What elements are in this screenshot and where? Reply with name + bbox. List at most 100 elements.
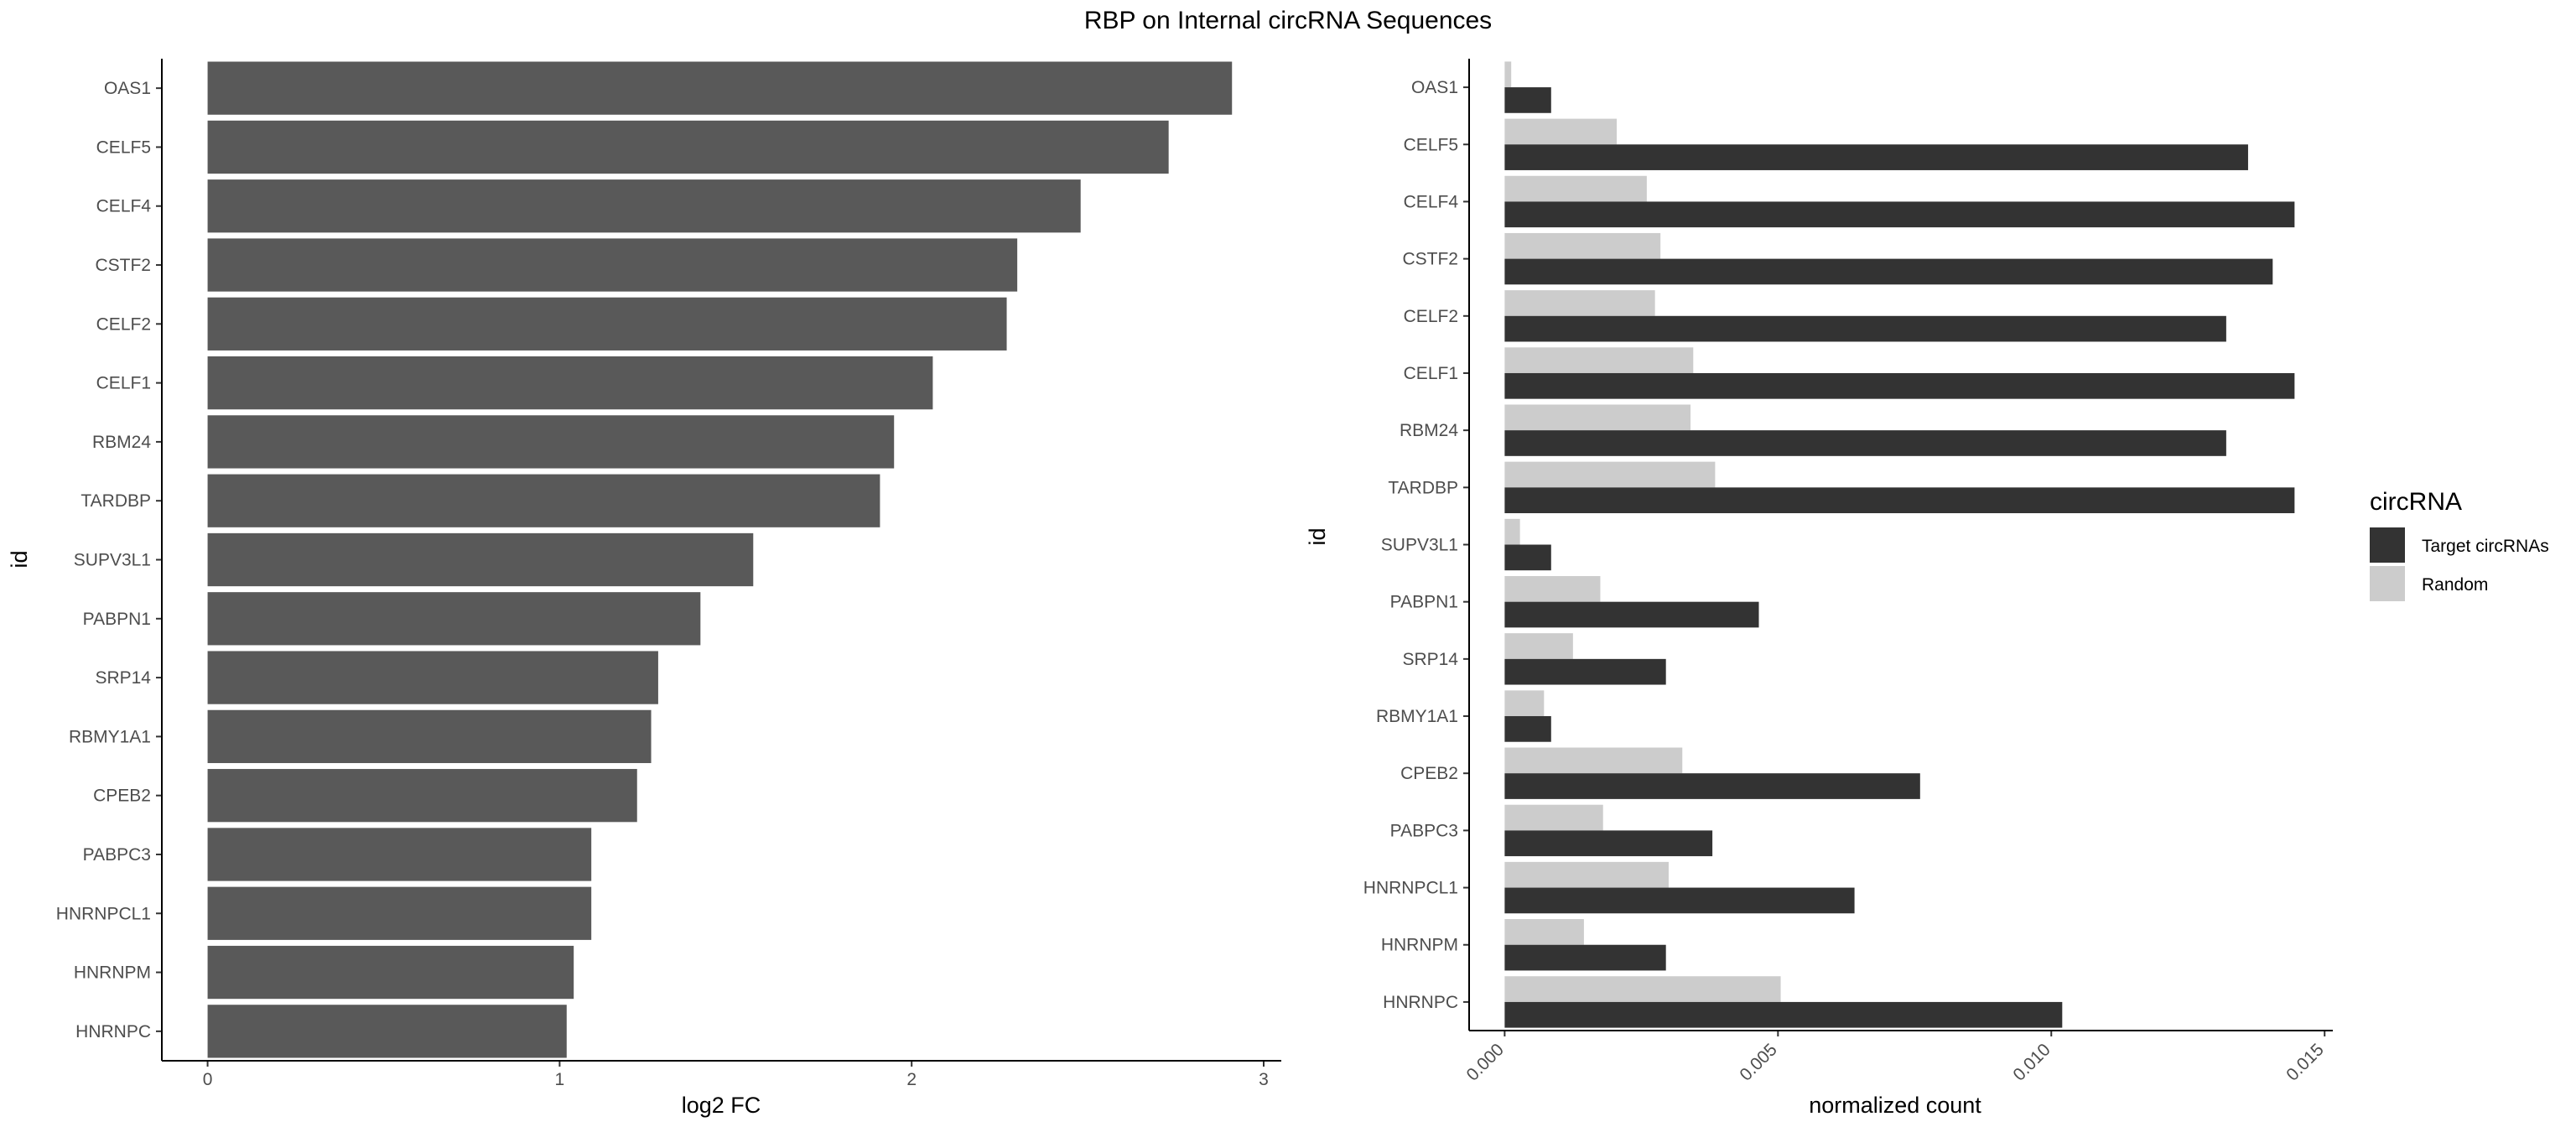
bar-random-srp14 — [1504, 633, 1573, 659]
bar-hnrnpcl1 — [207, 886, 592, 940]
figure-title: RBP on Internal circRNA Sequences — [1084, 7, 1492, 34]
y-tick-label-srp14: SRP14 — [95, 668, 151, 688]
bar-random-cpeb2 — [1504, 747, 1683, 774]
x-tick-label: 0.010 — [2009, 1040, 2054, 1084]
left-x-axis-title: log2 FC — [682, 1093, 761, 1118]
bar-target-celf5 — [1504, 144, 2248, 170]
y-tick-label-cpeb2: CPEB2 — [93, 787, 151, 806]
right-panel: OAS1 CELF5 CELF4 CSTF2 CELF2 CELF1 RBM24 TARDBP… — [1305, 59, 2333, 1118]
legend: circRNA Target circRNAs Random — [2370, 488, 2549, 601]
bar-target-celf1 — [1504, 372, 2295, 399]
bar-random-hnrnpm — [1504, 919, 1584, 945]
bar-target-cpeb2 — [1504, 773, 1920, 799]
legend-label-random: Random — [2422, 575, 2488, 595]
bar-oas1 — [207, 61, 1233, 115]
y-tick-label-hnrnpm: HNRNPM — [74, 963, 151, 983]
y-tick-label-celf1: CELF1 — [1404, 364, 1458, 383]
legend-label-target: Target circRNAs — [2422, 537, 2549, 556]
y-tick-label-supv3l1: SUPV3L1 — [74, 551, 151, 570]
y-tick-label-cstf2: CSTF2 — [1402, 250, 1458, 269]
left-panel: OAS1 CELF5 CELF4 CSTF2 CELF2 CELF1 RBM24 TARDBP… — [7, 59, 1281, 1118]
bar-rbmy1a1 — [207, 709, 652, 764]
y-tick-label-rbm24: RBM24 — [92, 433, 151, 452]
y-tick-label-celf1: CELF1 — [96, 374, 151, 393]
y-tick-label-celf5: CELF5 — [1404, 135, 1458, 154]
bar-target-rbmy1a1 — [1504, 716, 1551, 742]
bar-target-hnrnpm — [1504, 944, 1666, 971]
bar-random-oas1 — [1504, 61, 1512, 88]
left-y-ticks: OAS1 CELF5 CELF4 CSTF2 CELF2 CELF1 RBM24 TARDBP… — [56, 79, 162, 1041]
right-bars — [1504, 61, 2295, 1028]
left-x-ticks: 0 1 2 3 — [203, 1061, 1269, 1089]
bar-random-pabpn1 — [1504, 575, 1601, 602]
bar-random-tardbp — [1504, 461, 1716, 488]
bar-random-rbmy1a1 — [1504, 690, 1545, 717]
y-tick-label-hnrnpc: HNRNPC — [75, 1022, 151, 1041]
left-bars — [207, 61, 1233, 1058]
y-tick-label-pabpn1: PABPN1 — [83, 610, 151, 629]
y-tick-label-oas1: OAS1 — [1411, 78, 1458, 97]
bar-supv3l1 — [207, 532, 754, 587]
bar-random-supv3l1 — [1504, 518, 1520, 545]
bar-target-srp14 — [1504, 658, 1666, 685]
y-tick-label-rbmy1a1: RBMY1A1 — [69, 727, 151, 746]
bar-target-pabpc3 — [1504, 830, 1713, 857]
bar-target-hnrnpcl1 — [1504, 887, 1855, 914]
x-tick-label: 3 — [1259, 1070, 1269, 1089]
x-tick-label: 0 — [203, 1070, 213, 1089]
bar-hnrnpc — [207, 1005, 567, 1058]
bar-srp14 — [207, 651, 658, 704]
right-y-axis-title: id — [1305, 527, 1330, 545]
bar-cstf2 — [207, 238, 1018, 292]
bar-celf2 — [207, 297, 1007, 351]
bar-tardbp — [207, 474, 880, 527]
y-tick-label-pabpn1: PABPN1 — [1390, 593, 1458, 612]
bar-target-tardbp — [1504, 487, 2295, 514]
y-tick-label-hnrnpcl1: HNRNPCL1 — [56, 904, 151, 923]
y-tick-label-celf2: CELF2 — [96, 314, 151, 334]
y-tick-label-celf5: CELF5 — [96, 138, 151, 157]
y-tick-label-srp14: SRP14 — [1402, 650, 1458, 669]
y-tick-label-oas1: OAS1 — [104, 79, 151, 98]
x-tick-label: 0.000 — [1462, 1040, 1507, 1084]
legend-title: circRNA — [2370, 488, 2462, 516]
y-tick-label-cpeb2: CPEB2 — [1400, 764, 1458, 783]
y-tick-label-pabpc3: PABPC3 — [83, 845, 151, 865]
bar-target-celf2 — [1504, 315, 2226, 342]
x-tick-label: 0.015 — [2283, 1040, 2327, 1084]
bar-target-cstf2 — [1504, 258, 2273, 285]
y-tick-label-pabpc3: PABPC3 — [1390, 821, 1458, 840]
bar-target-hnrnpc — [1504, 1001, 2063, 1028]
x-tick-label: 0.005 — [1736, 1040, 1780, 1084]
bar-pabpn1 — [207, 592, 701, 646]
bar-random-celf5 — [1504, 118, 1618, 145]
x-tick-label: 2 — [906, 1070, 917, 1089]
right-x-ticks: 0.000 0.005 0.010 0.015 — [1462, 1031, 2328, 1085]
y-tick-label-celf2: CELF2 — [1404, 307, 1458, 326]
y-tick-label-rbmy1a1: RBMY1A1 — [1376, 707, 1458, 726]
bar-random-hnrnpcl1 — [1504, 861, 1669, 888]
bar-target-oas1 — [1504, 87, 1551, 113]
bar-rbm24 — [207, 415, 895, 469]
bar-celf5 — [207, 120, 1169, 174]
bar-random-rbm24 — [1504, 404, 1691, 431]
bar-celf1 — [207, 356, 933, 410]
y-tick-label-cstf2: CSTF2 — [95, 256, 151, 275]
bar-target-supv3l1 — [1504, 544, 1551, 571]
bar-pabpc3 — [207, 828, 592, 881]
y-tick-label-supv3l1: SUPV3L1 — [1381, 536, 1458, 555]
bar-target-pabpn1 — [1504, 601, 1759, 628]
x-tick-label: 1 — [555, 1070, 565, 1089]
y-tick-label-celf4: CELF4 — [1404, 192, 1459, 211]
y-tick-label-hnrnpm: HNRNPM — [1381, 936, 1458, 955]
y-tick-label-celf4: CELF4 — [96, 197, 152, 216]
bar-random-celf4 — [1504, 175, 1647, 202]
y-tick-label-hnrnpcl1: HNRNPCL1 — [1363, 879, 1458, 898]
bar-random-celf1 — [1504, 347, 1694, 373]
y-tick-label-hnrnpc: HNRNPC — [1383, 993, 1458, 1012]
legend-key-random — [2370, 566, 2405, 601]
bar-target-rbm24 — [1504, 430, 2226, 456]
right-x-axis-title: normalized count — [1809, 1093, 1981, 1118]
bar-random-hnrnpc — [1504, 976, 1781, 1002]
